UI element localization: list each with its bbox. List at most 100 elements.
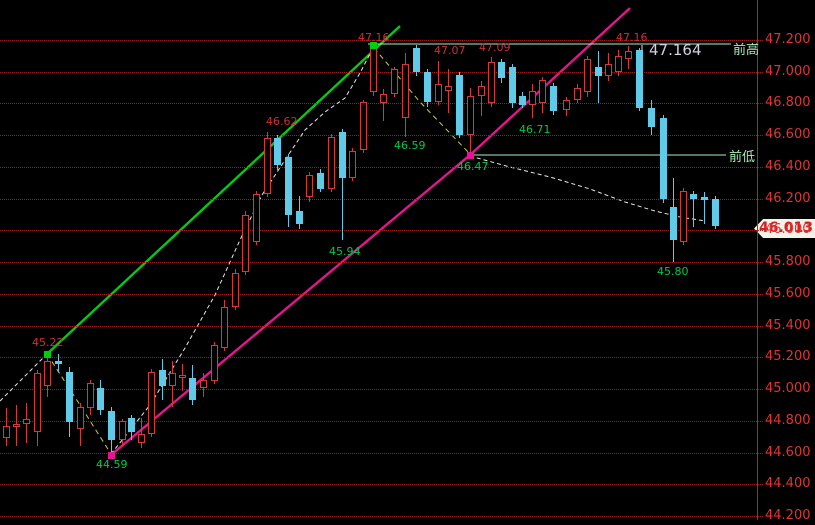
candle-up [379, 93, 387, 104]
pivot-price-label: 46.59 [394, 139, 426, 152]
candle-down [508, 66, 516, 104]
price-axis-tick-label: 44.600 [765, 444, 811, 460]
price-axis-line [757, 0, 758, 520]
candle-up [241, 214, 249, 272]
candle-wick [692, 190, 694, 228]
candle-up [33, 373, 41, 432]
candle-up [12, 424, 20, 428]
pivot-price-label: 47.164 [649, 41, 702, 59]
candle-down [158, 370, 166, 386]
candle-up [390, 68, 398, 94]
pivot-price-label: 44.59 [96, 458, 128, 471]
pivot-marker-4647 [466, 151, 474, 159]
candle-down [273, 138, 281, 166]
price-grid-line [0, 484, 763, 486]
candle-up [477, 86, 485, 96]
pivot-marker-4716 [369, 41, 377, 49]
candle-down [295, 211, 303, 225]
price-grid-line [0, 389, 763, 391]
price-axis-tick-label: 45.400 [765, 317, 811, 333]
price-grid-line [0, 71, 763, 73]
candle-down [65, 371, 73, 423]
candle-up [434, 84, 442, 102]
candle-down [659, 117, 667, 199]
candle-wick [437, 60, 439, 106]
candle-up [2, 425, 10, 439]
candle-down [316, 173, 324, 190]
candle-down [284, 157, 292, 215]
price-grid-line [0, 325, 763, 327]
price-grid-line [0, 452, 763, 454]
pivot-price-label: 46.71 [519, 123, 551, 136]
price-axis-tick-label: 46.200 [765, 190, 811, 206]
candle-up [118, 420, 126, 440]
candle-down [127, 417, 135, 432]
pivot-price-label: 47.16 [616, 31, 648, 44]
price-grid-line [0, 230, 763, 232]
candle-up [466, 95, 474, 136]
pivot-price-label: 45.94 [329, 245, 361, 258]
candle-up [305, 174, 313, 198]
candle-up [562, 100, 570, 110]
candle-down [711, 198, 719, 226]
candle-wick [480, 81, 482, 117]
candle-wick [597, 51, 599, 104]
price-axis-tick-label: 45.000 [765, 381, 811, 397]
candle-down [700, 197, 708, 201]
current-price-badge: 46.013 [754, 219, 815, 238]
price-axis-tick-label: 45.600 [765, 285, 811, 301]
price-grid-line [0, 198, 763, 200]
candle-up [624, 51, 632, 60]
candle-down [497, 62, 505, 79]
candle-up [604, 63, 612, 77]
price-grid-line [0, 166, 763, 168]
candle-up [263, 138, 271, 194]
candle-down [669, 206, 677, 240]
price-grid-line [0, 40, 763, 41]
candle-wick [140, 417, 142, 448]
candle-wick [447, 68, 449, 113]
candle-up [137, 433, 145, 444]
pivot-price-label: 47.09 [479, 41, 511, 54]
candle-up [86, 382, 94, 409]
candle-up [359, 101, 367, 150]
candle-down [594, 66, 602, 77]
price-axis-tick-label: 46.800 [765, 95, 811, 111]
price-grid-line [0, 357, 763, 359]
candle-up [369, 47, 377, 93]
candle-wick [382, 89, 384, 121]
candle-up [168, 373, 176, 386]
candle-up [538, 79, 546, 104]
price-axis-tick-label: 47.000 [765, 63, 811, 79]
pivot-price-label: 47.16 [358, 31, 390, 44]
price-grid-line [0, 293, 763, 295]
candle-up [528, 90, 536, 106]
pivot-price-label: 46.47 [457, 160, 489, 173]
candle-up [22, 419, 30, 425]
candle-up [43, 360, 51, 386]
price-grid-line [0, 516, 763, 518]
candle-down [689, 193, 697, 199]
price-axis-tick-label: 44.400 [765, 476, 811, 492]
candle-up [573, 87, 581, 101]
candle-up [220, 306, 228, 348]
candle-down [338, 132, 346, 179]
price-grid-line [0, 135, 763, 137]
candle-down [54, 360, 62, 364]
price-axis-tick-label: 45.800 [765, 254, 811, 270]
candle-up [487, 62, 495, 104]
price-grid-line [0, 262, 763, 264]
candle-up [252, 193, 260, 242]
pivot-marker-4522 [43, 350, 51, 358]
price-axis-tick-label: 47.200 [765, 32, 811, 47]
candle-down [188, 378, 196, 401]
candle-down [423, 71, 431, 102]
price-grid-line [0, 420, 763, 422]
candle-down [96, 387, 104, 410]
candle-down [455, 74, 463, 136]
candle-up [444, 86, 452, 91]
price-axis-tick-label: 46.000 [765, 222, 811, 238]
candle-up [401, 63, 409, 118]
candle-up [147, 371, 155, 434]
